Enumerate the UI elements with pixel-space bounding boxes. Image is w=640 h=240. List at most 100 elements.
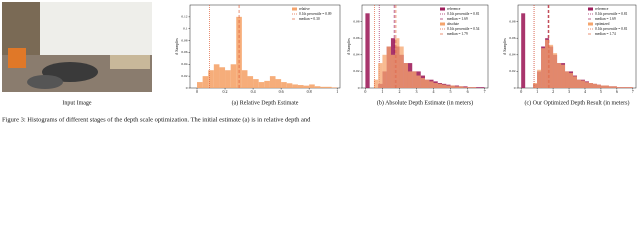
histogram-bar — [608, 86, 613, 88]
histogram-bar — [573, 76, 577, 88]
x-tick-label: 3 — [568, 89, 570, 94]
y-tick-label: 0.12 — [181, 15, 187, 19]
x-tick-label: 2 — [398, 89, 400, 94]
histogram-bar — [230, 64, 237, 88]
legend-label: 0.1th percentile = 0.81 — [595, 27, 628, 31]
histogram-bar — [420, 78, 425, 88]
x-tick-label: 0 — [196, 89, 198, 94]
histogram-bar — [225, 70, 231, 88]
legend-label: median = 1.74 — [595, 32, 616, 36]
y-tick-label: 0.06 — [353, 36, 359, 40]
legend-label: optimized — [595, 22, 610, 26]
histogram-bar — [433, 83, 438, 88]
histogram-bar — [403, 63, 408, 88]
y-tick-label: 0.06 — [181, 50, 187, 54]
x-tick-label: 1 — [336, 89, 338, 94]
legend-label: 0.1th percentile = 0.81 — [595, 12, 628, 16]
y-tick-label: 0 — [186, 86, 188, 90]
legend-label: reference — [595, 7, 609, 11]
histogram-bar — [620, 87, 625, 88]
histogram-bar — [565, 71, 570, 88]
legend-swatch — [588, 7, 593, 11]
y-tick-label: 0.08 — [353, 19, 359, 23]
x-tick-label: 0.4 — [251, 89, 256, 94]
table — [110, 55, 150, 69]
histogram-bar — [476, 87, 481, 88]
histogram-bar — [569, 73, 574, 88]
y-axis-label: # Samples — [346, 38, 351, 55]
legend-label: 0.1th percentile = 0.09 — [299, 12, 332, 16]
histogram-bar — [584, 82, 589, 88]
histogram-bar — [331, 87, 338, 88]
histogram-bar — [378, 63, 383, 88]
histogram-bar — [521, 13, 526, 88]
y-tick-label: 0.02 — [509, 69, 515, 73]
legend-label: median = 1.69 — [595, 17, 616, 21]
histogram-bar — [269, 76, 276, 88]
histogram-bar — [545, 39, 550, 88]
panel-title: (b) Absolute Depth Estimate (in meters) — [377, 99, 473, 106]
x-tick-label: 5 — [600, 89, 602, 94]
histogram-bar — [325, 86, 332, 88]
histogram-bar — [373, 79, 379, 88]
figure-caption: Figure 3: Histograms of different stages… — [2, 116, 311, 123]
histogram-bar — [600, 85, 605, 88]
input-image — [2, 2, 152, 92]
histogram-bar — [612, 86, 617, 88]
histogram-bar — [303, 85, 310, 88]
x-tick-label: 0 — [364, 89, 366, 94]
histogram-bar — [241, 70, 248, 88]
histogram-bar — [533, 83, 538, 88]
x-tick-label: 0.2 — [223, 89, 228, 94]
histogram-bar — [437, 83, 443, 88]
histogram-bar — [467, 87, 472, 88]
x-tick-label: 0.8 — [307, 89, 312, 94]
x-tick-label: 3 — [415, 89, 417, 94]
histogram-bar — [258, 82, 265, 88]
histogram-bar — [202, 76, 209, 88]
histogram-bar — [208, 70, 214, 88]
histogram-bar — [592, 83, 597, 88]
histogram-bar — [309, 84, 315, 88]
histogram-bar — [541, 48, 546, 88]
y-tick-label: 0.02 — [181, 74, 187, 78]
x-tick-label: 4 — [433, 89, 435, 94]
histogram-bar — [561, 64, 566, 88]
chair — [8, 48, 26, 68]
panel-title: (a) Relative Depth Estimate — [232, 99, 299, 106]
x-tick-label: 7 — [484, 89, 486, 94]
x-tick-label: 0 — [520, 89, 522, 94]
legend-label: 0.1th percentile = 0.54 — [447, 27, 480, 31]
histogram-bar — [628, 87, 633, 88]
histogram-bar — [281, 82, 287, 88]
panel-title: (c) Our Optimized Depth Result (in meter… — [525, 99, 630, 106]
histogram-bar — [588, 83, 593, 88]
histogram-bar — [213, 64, 220, 88]
image-caption: Input Image — [62, 100, 91, 106]
histogram-bar — [454, 86, 460, 88]
legend-swatch — [588, 22, 593, 26]
histogram-bar — [624, 87, 629, 88]
histogram-bar — [292, 84, 298, 88]
histogram-bar — [596, 84, 601, 88]
y-tick-label: 0.08 — [509, 19, 515, 23]
x-tick-label: 6 — [467, 89, 469, 94]
legend-label: relative — [299, 7, 310, 11]
histogram-bar — [386, 46, 391, 88]
histogram-bar — [463, 87, 468, 88]
histogram-bar — [412, 71, 417, 88]
histogram-bar — [264, 80, 270, 88]
histogram-bar — [286, 83, 293, 88]
histogram-bar — [320, 86, 326, 88]
y-tick-label: 0 — [514, 86, 516, 90]
histogram-bar — [197, 82, 203, 88]
histogram-bar — [450, 85, 455, 88]
histogram-bar — [549, 44, 554, 88]
histogram-bar — [253, 79, 259, 88]
legend-label: median = 1.69 — [447, 17, 468, 21]
histogram-bar — [616, 87, 621, 88]
x-tick-label: 5 — [450, 89, 452, 94]
histogram-bar — [580, 80, 585, 88]
histogram-bar — [604, 85, 609, 88]
y-tick-label: 0.04 — [509, 53, 515, 57]
